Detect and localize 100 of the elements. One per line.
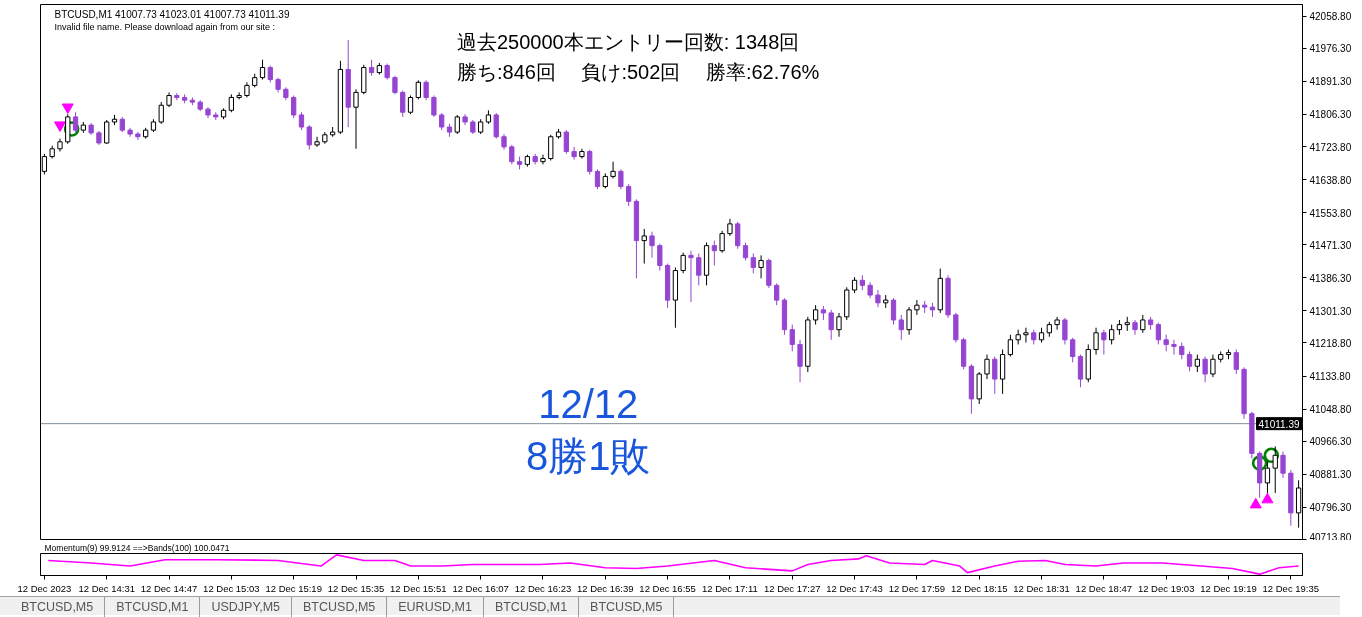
candlestick	[1109, 324, 1115, 345]
candlestick	[610, 161, 616, 179]
x-tick-label: 12 Dec 18:15	[950, 582, 1008, 594]
point	[53, 121, 66, 132]
candlestick	[1007, 334, 1014, 358]
candlestick	[711, 240, 717, 266]
annotation: 8勝1敗	[525, 433, 651, 478]
y-tick-label: 41723.80	[1309, 141, 1352, 153]
x-tick-label: 12 Dec 17:11	[702, 582, 758, 594]
x-tick-label: 12 Dec 15:19	[265, 582, 322, 594]
x-tick-label: 12 Dec 18:47	[1075, 582, 1133, 594]
candlestick	[875, 289, 881, 308]
y-tick-label: 42058.80	[1309, 11, 1352, 23]
candlestick	[423, 79, 429, 101]
candlestick	[400, 89, 406, 118]
y-tick-label: 40796.30	[1309, 502, 1352, 514]
candlestick	[688, 250, 694, 303]
candlestick	[750, 252, 756, 274]
candlestick	[314, 136, 320, 148]
candlestick	[493, 112, 499, 140]
candlestick	[540, 154, 546, 165]
candlestick	[158, 101, 164, 125]
candlestick	[1132, 319, 1138, 336]
y-tick-label: 41301.30	[1309, 305, 1352, 317]
candlestick	[1062, 317, 1068, 345]
candlestick	[719, 230, 725, 254]
chart-title: BTCUSD,M1 41007.73 41023.01 41007.73 41011.39	[54, 8, 290, 20]
candlestick	[1101, 329, 1107, 356]
candlestick	[72, 111, 79, 133]
candlestick	[291, 95, 297, 119]
text: BTCUSD,M1	[483, 597, 580, 617]
candlestick	[906, 306, 912, 336]
candlestick	[571, 146, 577, 161]
annotation: 勝ち:846回 負け:502回 勝率:62.76%	[456, 60, 820, 83]
candlestick	[1155, 322, 1162, 345]
y-tick-label: 41218.80	[1309, 337, 1352, 349]
text: Invalid file name. Please download again from our site :	[54, 21, 276, 32]
candlestick	[797, 339, 803, 383]
y-tick-label: 41638.80	[1309, 174, 1352, 186]
candlestick	[1202, 356, 1208, 383]
candlestick	[626, 183, 632, 207]
candlestick	[407, 95, 414, 115]
candlestick	[657, 243, 663, 272]
candlestick	[828, 309, 834, 341]
candlestick	[836, 312, 842, 338]
y-tick-label: 41133.80	[1309, 371, 1351, 383]
candlestick	[992, 356, 998, 395]
candlestick	[259, 59, 266, 81]
candlestick	[1186, 350, 1193, 372]
candlestick	[1023, 327, 1029, 344]
y-tick-label: 41048.80	[1309, 404, 1352, 416]
point	[1261, 492, 1274, 504]
y-tick-label: 41891.30	[1309, 76, 1352, 88]
candlestick	[1264, 460, 1271, 494]
candlestick	[1280, 450, 1286, 479]
candlestick	[454, 114, 460, 135]
y-tick-label: 41386.30	[1309, 272, 1352, 284]
candlestick	[641, 228, 647, 265]
x-tick-label: 12 Dec 16:23	[514, 582, 572, 594]
point	[61, 103, 74, 115]
candlestick	[1233, 349, 1239, 375]
candlestick	[104, 119, 110, 145]
x-tick-label: 12 Dec 14:31	[78, 582, 135, 594]
candlestick	[415, 79, 421, 100]
candlestick	[1077, 354, 1084, 388]
candlestick	[758, 254, 764, 279]
candlestick	[735, 221, 741, 250]
candlestick	[353, 88, 359, 150]
y-tick-label: 40881.30	[1309, 469, 1352, 481]
candlestick	[236, 91, 242, 100]
candlestick	[1093, 327, 1099, 356]
text: BTCUSD,M1	[105, 597, 201, 617]
candlestick	[135, 131, 141, 141]
candlestick	[1054, 316, 1060, 331]
y-tick-label: 41976.30	[1309, 43, 1352, 55]
candlestick	[789, 324, 795, 352]
candlestick	[914, 299, 920, 316]
x-tick-label: 12 Dec 17:43	[826, 582, 883, 594]
candlestick	[680, 252, 686, 274]
candlestick	[548, 134, 554, 161]
x-tick-label: 12 Dec 16:55	[639, 582, 696, 594]
candlestick	[984, 354, 990, 380]
candlestick	[618, 168, 624, 190]
text: EURUSD,M1	[387, 597, 484, 617]
x-tick-label: 12 Dec 19:03	[1137, 582, 1195, 594]
candlestick	[563, 129, 569, 155]
x-tick-label: 12 Dec 15:35	[327, 582, 385, 594]
candlestick	[696, 252, 702, 286]
candlestick	[1210, 354, 1216, 378]
candlestick	[1272, 445, 1278, 494]
x-tick-label: 12 Dec 16:39	[577, 582, 634, 594]
x-tick-label: 12 Dec 19:35	[1262, 582, 1320, 594]
candlestick	[392, 75, 398, 95]
annotation: 12/12	[538, 381, 639, 426]
candlestick	[509, 144, 515, 165]
candlestick	[1070, 337, 1076, 363]
candlestick	[774, 282, 780, 306]
y-tick-label: 40713.80	[1309, 531, 1352, 543]
candlestick	[306, 124, 312, 151]
y-tick-label: 41553.80	[1309, 207, 1352, 219]
